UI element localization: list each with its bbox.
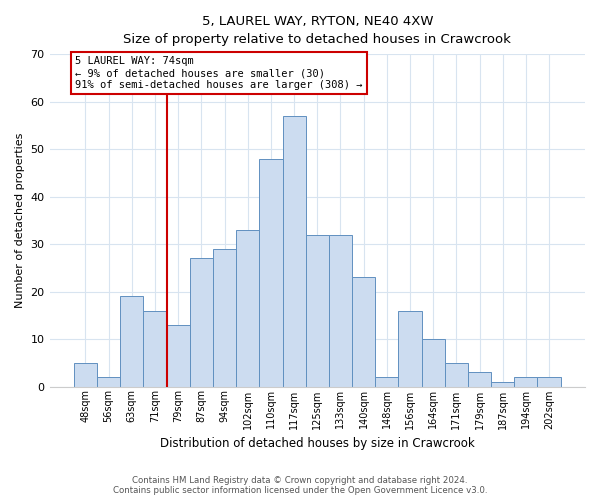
Bar — [305, 234, 329, 386]
Bar — [283, 116, 305, 386]
Bar — [352, 278, 375, 386]
Bar — [259, 158, 283, 386]
Bar — [120, 296, 143, 386]
Bar — [422, 339, 445, 386]
X-axis label: Distribution of detached houses by size in Crawcrook: Distribution of detached houses by size … — [160, 437, 475, 450]
Text: Contains HM Land Registry data © Crown copyright and database right 2024.
Contai: Contains HM Land Registry data © Crown c… — [113, 476, 487, 495]
Bar — [213, 249, 236, 386]
Bar — [538, 377, 560, 386]
Title: 5, LAUREL WAY, RYTON, NE40 4XW
Size of property relative to detached houses in C: 5, LAUREL WAY, RYTON, NE40 4XW Size of p… — [124, 15, 511, 46]
Bar — [143, 310, 167, 386]
Bar — [398, 310, 422, 386]
Bar — [514, 377, 538, 386]
Bar — [167, 325, 190, 386]
Bar — [236, 230, 259, 386]
Y-axis label: Number of detached properties: Number of detached properties — [15, 132, 25, 308]
Text: 5 LAUREL WAY: 74sqm
← 9% of detached houses are smaller (30)
91% of semi-detache: 5 LAUREL WAY: 74sqm ← 9% of detached hou… — [75, 56, 362, 90]
Bar — [491, 382, 514, 386]
Bar — [329, 234, 352, 386]
Bar — [190, 258, 213, 386]
Bar — [445, 363, 468, 386]
Bar — [375, 377, 398, 386]
Bar — [74, 363, 97, 386]
Bar — [97, 377, 120, 386]
Bar — [468, 372, 491, 386]
